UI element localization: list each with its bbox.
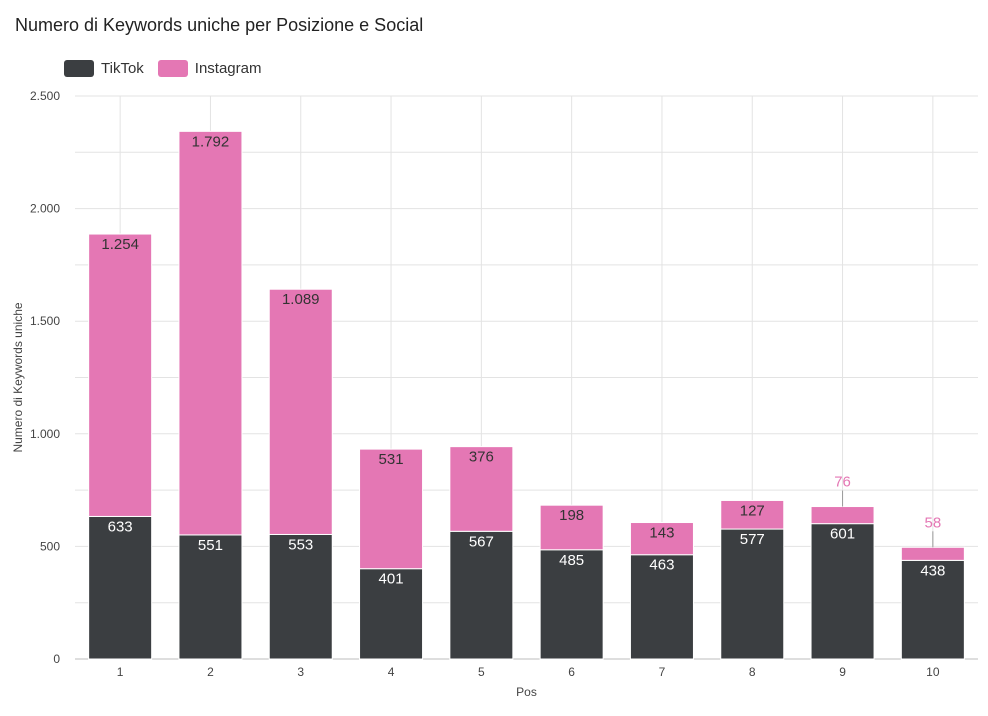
y-tick-label: 2.000	[30, 202, 60, 216]
bar-instagram	[359, 448, 424, 570]
legend-item-instagram[interactable]: Instagram	[157, 60, 262, 77]
x-tick-label: 10	[926, 665, 940, 679]
legend-label-instagram: Instagram	[194, 60, 262, 77]
x-tick-label: 4	[388, 665, 395, 679]
x-tick-label: 3	[297, 665, 304, 679]
legend-item-tiktok[interactable]: TikTok	[64, 60, 144, 77]
data-label-instagram: 1.792	[192, 133, 230, 150]
bar-tiktok	[449, 530, 514, 660]
bar-tiktok	[810, 523, 875, 660]
bar-tiktok	[629, 554, 694, 660]
x-tick-label: 2	[207, 665, 214, 679]
bar-tiktok	[359, 568, 424, 660]
data-label-tiktok: 601	[830, 526, 855, 543]
bar-tiktok	[178, 534, 243, 660]
bar-tiktok	[88, 515, 153, 660]
bar-instagram	[268, 288, 333, 535]
y-tick-label: 1.500	[30, 314, 60, 328]
data-label-tiktok: 463	[649, 557, 674, 574]
legend-swatch-instagram	[157, 60, 188, 77]
data-label-tiktok: 553	[288, 536, 313, 553]
data-label-tiktok: 567	[469, 533, 494, 550]
x-tick-label: 1	[117, 665, 124, 679]
legend: TikTok Instagram	[64, 60, 275, 77]
data-label-instagram: 376	[469, 449, 494, 466]
bar-tiktok	[720, 528, 785, 660]
data-label-tiktok: 633	[108, 518, 133, 535]
data-label-tiktok: 401	[379, 571, 404, 588]
data-label-instagram: 1.089	[282, 291, 320, 308]
x-tick-label: 6	[568, 665, 575, 679]
bar-tiktok	[539, 549, 604, 660]
data-label-tiktok: 485	[559, 552, 584, 569]
bar-instagram	[449, 446, 514, 532]
y-tick-label: 0	[53, 652, 60, 666]
y-tick-label: 2.500	[30, 89, 60, 103]
y-axis-title: Numero di Keywords uniche	[11, 302, 25, 452]
bar-instagram	[810, 506, 875, 525]
chart-title: Numero di Keywords uniche per Posizione …	[15, 15, 424, 35]
data-label-instagram: 127	[740, 502, 765, 519]
y-tick-label: 1.000	[30, 427, 60, 441]
x-axis-ticks: 1 2 3 4 5 6 7 8 9 10	[117, 665, 940, 679]
legend-label-tiktok: TikTok	[101, 60, 144, 77]
bar-instagram	[629, 522, 694, 556]
data-label-tiktok: 577	[740, 531, 765, 548]
bars	[88, 130, 965, 660]
bar-instagram	[178, 130, 243, 536]
data-label-instagram: 198	[559, 507, 584, 524]
bar-labels: 633 1.254 551 1.792 553 1.089 401 531 567 376 485 1…	[101, 133, 945, 587]
data-label-instagram: 143	[649, 525, 674, 542]
data-label-instagram: 531	[379, 451, 404, 468]
data-label-instagram: 1.254	[101, 236, 139, 253]
x-axis-title: Pos	[516, 685, 537, 699]
y-tick-label: 500	[40, 539, 60, 553]
bar-instagram	[720, 499, 785, 530]
legend-swatch-tiktok	[64, 60, 94, 77]
bar-instagram	[900, 546, 965, 561]
data-label-instagram: 58	[925, 514, 942, 531]
bar-instagram	[88, 233, 153, 517]
bar-tiktok	[900, 559, 965, 660]
x-tick-label: 9	[839, 665, 846, 679]
x-tick-label: 8	[749, 665, 756, 679]
bar-tiktok	[268, 533, 333, 660]
data-label-instagram: 76	[834, 474, 851, 491]
data-label-tiktok: 551	[198, 537, 223, 554]
x-tick-label: 5	[478, 665, 485, 679]
x-tick-label: 7	[659, 665, 666, 679]
data-label-tiktok: 438	[920, 562, 945, 579]
bar-instagram	[539, 504, 604, 551]
y-axis-ticks: 0 500 1.000 1.500 2.000 2.500	[30, 89, 60, 666]
